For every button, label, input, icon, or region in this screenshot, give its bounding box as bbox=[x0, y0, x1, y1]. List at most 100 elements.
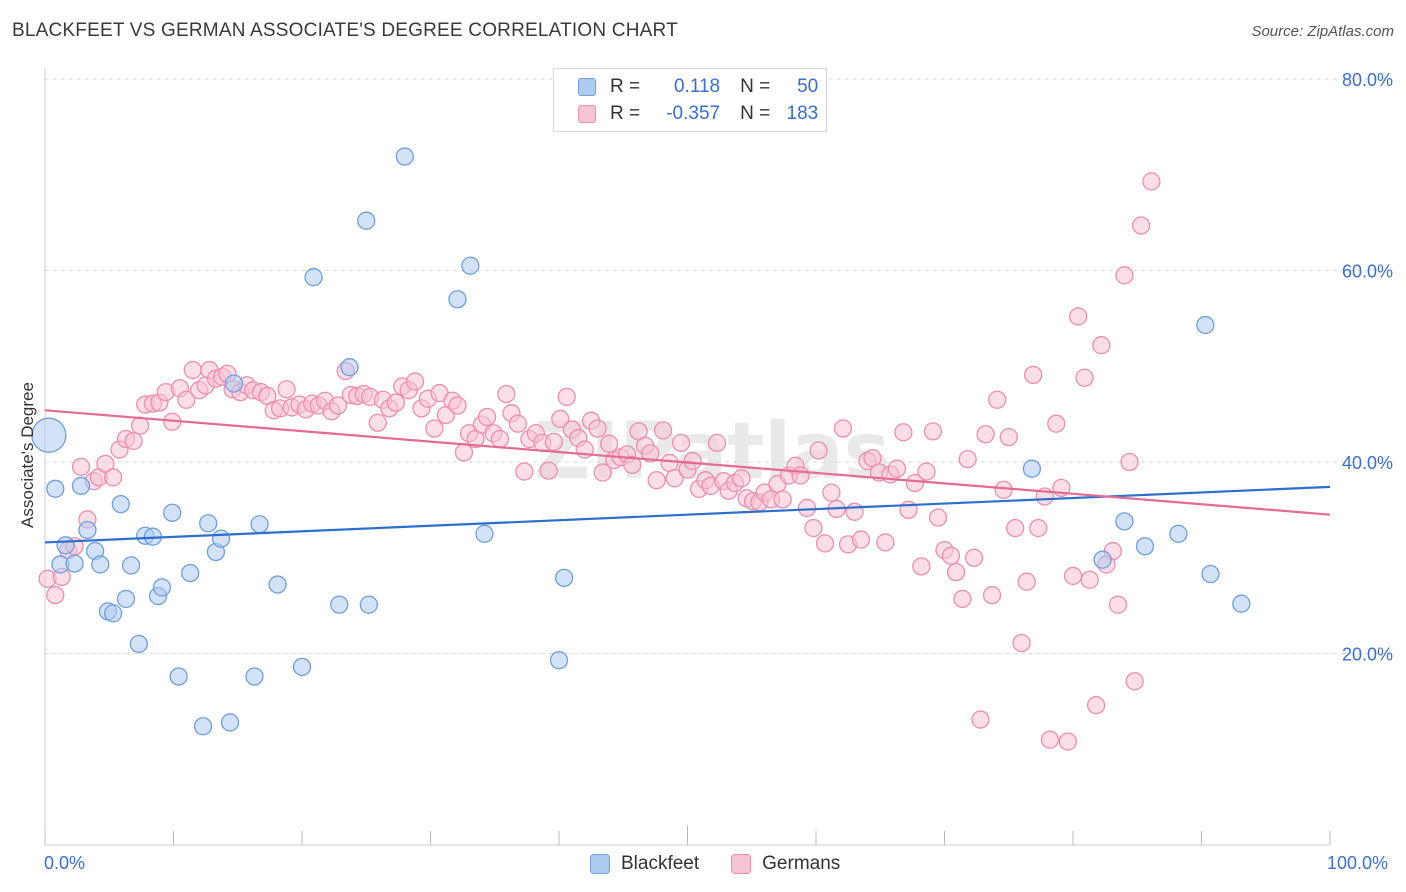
point-blackfeet bbox=[357, 211, 376, 230]
point-germans bbox=[497, 384, 516, 404]
point-blackfeet bbox=[1196, 315, 1215, 335]
point-germans bbox=[328, 396, 348, 415]
point-germans bbox=[641, 444, 660, 463]
point-germans bbox=[557, 387, 576, 407]
point-germans bbox=[941, 546, 961, 565]
point-germans bbox=[1012, 633, 1031, 653]
chart-title: BLACKFEET VS GERMAN ASSOCIATE'S DEGREE C… bbox=[12, 20, 678, 41]
point-germans bbox=[71, 457, 91, 476]
point-blackfeet bbox=[46, 479, 65, 498]
point-germans bbox=[660, 453, 679, 473]
point-blackfeet bbox=[121, 556, 141, 575]
point-germans bbox=[1075, 368, 1094, 387]
point-germans bbox=[1040, 730, 1060, 749]
point-germans bbox=[946, 562, 966, 582]
point-blackfeet bbox=[340, 358, 359, 377]
axes bbox=[44, 68, 1331, 846]
point-germans bbox=[1142, 172, 1161, 191]
point-germans bbox=[1047, 414, 1066, 433]
legend-row-blackfeet: R = 0.118 N = 50 bbox=[578, 76, 818, 98]
point-germans bbox=[1131, 216, 1151, 235]
point-germans bbox=[1063, 566, 1083, 586]
point-germans bbox=[1092, 336, 1111, 355]
legend-r-value: 0.118 bbox=[673, 76, 721, 97]
point-blackfeet bbox=[163, 503, 182, 522]
point-germans bbox=[1125, 672, 1144, 691]
point-germans bbox=[665, 469, 684, 488]
point-blackfeet bbox=[224, 374, 244, 393]
point-germans bbox=[46, 585, 65, 605]
point-blackfeet bbox=[31, 417, 67, 453]
point-germans bbox=[539, 461, 558, 480]
point-germans bbox=[386, 393, 405, 412]
y-tick-labels: 20.0% 40.0% 60.0% 80.0% bbox=[1342, 70, 1393, 665]
point-germans bbox=[277, 380, 296, 399]
point-germans bbox=[508, 414, 528, 433]
point-germans bbox=[773, 490, 792, 509]
legend-n-value: 183 bbox=[786, 103, 819, 124]
point-germans bbox=[671, 433, 691, 453]
point-blackfeet bbox=[1135, 537, 1155, 556]
legend-r-label: R = bbox=[610, 103, 641, 124]
point-blackfeet bbox=[199, 514, 218, 533]
point-germans bbox=[653, 421, 673, 440]
point-germans bbox=[999, 427, 1018, 447]
legend-label-blackfeet: Blackfeet bbox=[621, 853, 700, 874]
point-germans bbox=[928, 508, 948, 527]
point-germans bbox=[833, 419, 853, 438]
point-germans bbox=[958, 449, 977, 469]
trend-lines bbox=[44, 409, 1331, 544]
point-germans bbox=[797, 498, 817, 518]
point-germans bbox=[599, 434, 619, 453]
point-blackfeet bbox=[292, 657, 312, 677]
point-blackfeet bbox=[103, 604, 123, 623]
y-tick-label: 60.0% bbox=[1342, 262, 1393, 282]
point-blackfeet bbox=[78, 520, 97, 540]
point-germans bbox=[177, 390, 196, 409]
point-blackfeet bbox=[250, 515, 269, 534]
point-germans bbox=[490, 429, 510, 449]
point-germans bbox=[923, 422, 943, 441]
point-blackfeet bbox=[193, 717, 213, 736]
point-blackfeet bbox=[461, 256, 480, 275]
source-label: Source: ZipAtlas.com bbox=[1251, 23, 1394, 40]
point-germans bbox=[894, 423, 913, 442]
point-germans bbox=[1024, 365, 1043, 385]
point-germans bbox=[593, 463, 612, 482]
point-blackfeet bbox=[359, 595, 378, 614]
point-blackfeet bbox=[152, 578, 172, 597]
point-blackfeet bbox=[1201, 564, 1220, 584]
point-germans bbox=[425, 419, 444, 438]
point-germans bbox=[515, 462, 534, 481]
legend-item-germans[interactable]: Germans bbox=[731, 853, 840, 875]
legend-item-blackfeet[interactable]: Blackfeet bbox=[590, 853, 699, 875]
point-germans bbox=[588, 419, 607, 438]
point-blackfeet bbox=[181, 563, 200, 583]
point-germans bbox=[405, 372, 425, 391]
point-germans bbox=[1115, 266, 1134, 285]
point-germans bbox=[103, 468, 123, 487]
point-germans bbox=[912, 557, 931, 576]
stats-legend: R = 0.118 N = 50 R = -0.357 N = 183 bbox=[553, 68, 827, 132]
point-germans bbox=[1029, 518, 1048, 538]
point-germans bbox=[124, 431, 143, 451]
point-germans bbox=[1080, 570, 1099, 589]
trend-line-blackfeet bbox=[44, 485, 1331, 544]
legend-swatch-germans bbox=[578, 105, 596, 123]
point-germans bbox=[994, 480, 1013, 499]
point-germans bbox=[1120, 452, 1139, 472]
point-germans bbox=[976, 425, 995, 444]
legend-r-label: R = bbox=[610, 76, 641, 97]
point-germans bbox=[822, 483, 841, 502]
legend-label-germans: Germans bbox=[762, 853, 841, 874]
point-germans bbox=[183, 360, 202, 380]
point-blackfeet bbox=[71, 476, 91, 496]
point-germans bbox=[732, 469, 751, 488]
point-germans bbox=[707, 433, 727, 453]
point-blackfeet bbox=[304, 268, 323, 287]
point-germans bbox=[130, 416, 150, 435]
point-blackfeet bbox=[91, 555, 110, 574]
data-points bbox=[31, 147, 1251, 751]
point-blackfeet bbox=[554, 568, 574, 588]
